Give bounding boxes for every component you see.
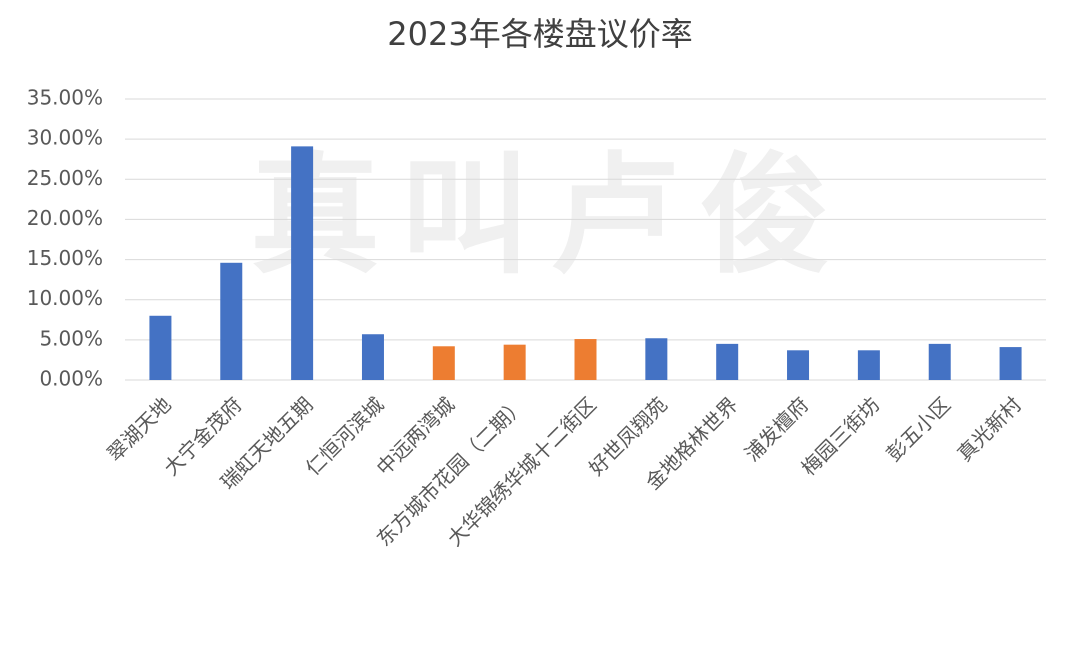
bar [857, 350, 880, 380]
y-tick-label: 5.00% [39, 326, 103, 350]
y-tick-label: 0.00% [39, 367, 103, 391]
bar [220, 262, 243, 380]
bar [503, 344, 526, 380]
y-tick-label: 15.00% [27, 246, 103, 270]
y-tick-label: 20.00% [27, 206, 103, 230]
y-tick-label: 25.00% [27, 166, 103, 190]
x-tick-label: 彭五小区 [882, 392, 956, 466]
x-tick-label: 真光新村 [952, 392, 1026, 466]
x-tick-label: 浦发檀府 [740, 392, 814, 466]
chart-title: 2023年各楼盘议价率 [387, 15, 692, 53]
bar [928, 343, 951, 380]
watermark: 真叫卢俊 [250, 140, 850, 292]
x-tick-label: 梅园三街坊 [797, 392, 885, 480]
bar [149, 315, 172, 380]
bar [361, 334, 384, 380]
bar [574, 339, 597, 380]
bar [432, 346, 455, 380]
y-tick-label: 35.00% [27, 86, 103, 110]
bar [291, 146, 314, 380]
bar [645, 338, 668, 380]
y-tick-label: 30.00% [27, 126, 103, 150]
x-tick-label: 翠湖天地 [102, 392, 176, 466]
bar [787, 350, 810, 380]
bar [999, 347, 1022, 380]
y-tick-label: 10.00% [27, 286, 103, 310]
bar [716, 343, 739, 380]
